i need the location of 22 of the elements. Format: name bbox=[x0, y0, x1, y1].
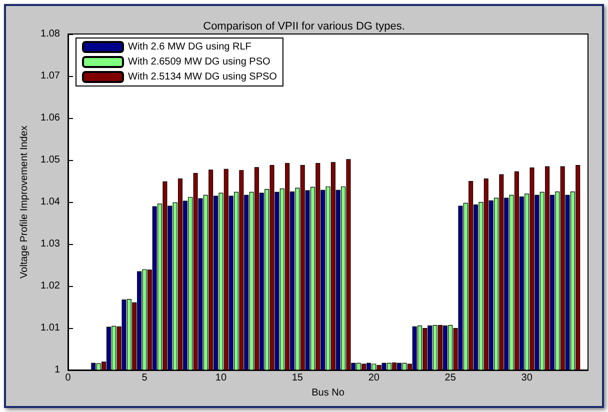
x-tick-label: 10 bbox=[215, 372, 227, 384]
y-tick-label: 1.08 bbox=[40, 28, 60, 40]
y-tick-label: 1.02 bbox=[40, 280, 60, 292]
y-tick-label: 1.03 bbox=[40, 238, 60, 250]
y-axis-title: Voltage Profile Improvement Index bbox=[19, 126, 30, 278]
x-tick-label: 15 bbox=[292, 372, 304, 384]
x-tick-label: 30 bbox=[521, 372, 533, 384]
x-tick-label: 5 bbox=[142, 372, 148, 384]
y-tick-label: 1.05 bbox=[40, 154, 60, 166]
x-tick-label: 25 bbox=[444, 372, 456, 384]
legend-label: With 2.5134 MW DG using SPSO bbox=[128, 72, 278, 82]
x-axis-title: Bus No bbox=[312, 387, 345, 398]
y-tick-label: 1.04 bbox=[40, 196, 60, 208]
x-tick-label: 20 bbox=[368, 372, 380, 384]
y-tick-label: 1.01 bbox=[40, 322, 60, 334]
x-tick-label: 0 bbox=[65, 372, 72, 384]
legend-label: With 2.6509 MW DG using PSO bbox=[128, 56, 270, 68]
chart-title: Comparison of VPII for various DG types. bbox=[203, 20, 405, 32]
y-tick-label: 1 bbox=[54, 364, 60, 376]
legend-label: With 2.6 MW DG using RLF bbox=[128, 42, 252, 52]
y-tick-label: 1.06 bbox=[40, 112, 60, 124]
y-tick-label: 1.07 bbox=[40, 70, 60, 82]
